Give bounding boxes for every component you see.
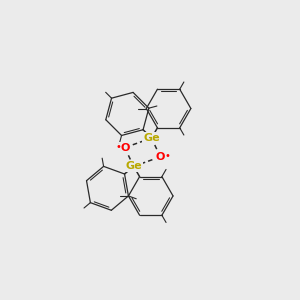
Text: Ge: Ge xyxy=(125,161,142,171)
Text: O: O xyxy=(156,152,165,162)
Text: Ge: Ge xyxy=(143,133,160,143)
Text: O: O xyxy=(120,142,129,153)
Text: •: • xyxy=(115,142,121,152)
Text: •: • xyxy=(164,151,170,161)
